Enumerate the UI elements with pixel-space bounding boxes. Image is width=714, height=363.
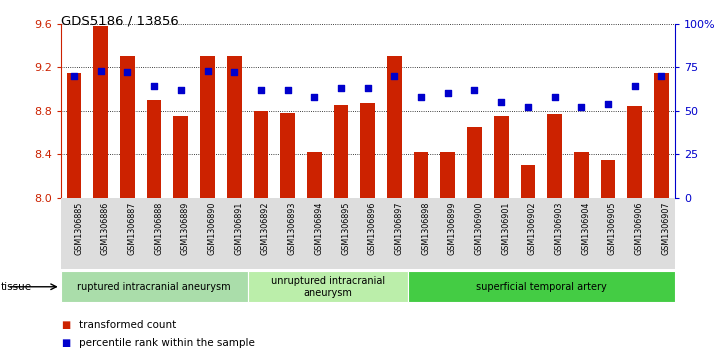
Point xyxy=(522,104,533,110)
Bar xyxy=(628,106,642,198)
Point xyxy=(282,87,293,93)
Point xyxy=(95,68,106,74)
Text: GSM1306891: GSM1306891 xyxy=(234,201,243,255)
Text: GSM1306890: GSM1306890 xyxy=(208,201,216,255)
Point xyxy=(175,87,186,93)
Text: GSM1306904: GSM1306904 xyxy=(581,201,590,255)
Bar xyxy=(200,56,215,198)
Bar xyxy=(66,73,81,198)
Text: GSM1306894: GSM1306894 xyxy=(314,201,323,255)
Bar xyxy=(253,111,268,198)
Point xyxy=(308,94,320,100)
Text: GSM1306905: GSM1306905 xyxy=(608,201,617,255)
Point xyxy=(149,83,160,89)
Bar xyxy=(307,152,322,198)
Point xyxy=(442,90,453,96)
Text: GSM1306897: GSM1306897 xyxy=(394,201,403,255)
Text: GSM1306892: GSM1306892 xyxy=(261,201,270,255)
Text: GSM1306889: GSM1306889 xyxy=(181,201,190,255)
Text: GSM1306901: GSM1306901 xyxy=(501,201,511,255)
Point xyxy=(603,101,614,107)
Point xyxy=(228,69,240,75)
Bar xyxy=(333,105,348,198)
Bar xyxy=(361,103,375,198)
Text: GSM1306896: GSM1306896 xyxy=(368,201,377,255)
FancyBboxPatch shape xyxy=(248,271,408,302)
Point xyxy=(255,87,266,93)
Bar xyxy=(174,116,188,198)
Bar xyxy=(494,116,508,198)
Text: ■: ■ xyxy=(61,338,70,348)
Bar xyxy=(227,56,241,198)
Point xyxy=(575,104,587,110)
Text: GSM1306888: GSM1306888 xyxy=(154,201,163,254)
Bar xyxy=(654,73,669,198)
Bar xyxy=(387,56,402,198)
Bar xyxy=(281,113,295,198)
Point xyxy=(121,69,133,75)
Point xyxy=(416,94,427,100)
FancyBboxPatch shape xyxy=(61,271,248,302)
Text: GSM1306893: GSM1306893 xyxy=(288,201,296,255)
Text: GSM1306900: GSM1306900 xyxy=(475,201,483,255)
Point xyxy=(655,73,667,79)
Bar xyxy=(600,160,615,198)
Point xyxy=(69,73,80,79)
Text: GSM1306886: GSM1306886 xyxy=(101,201,110,254)
Bar xyxy=(413,152,428,198)
Text: GSM1306885: GSM1306885 xyxy=(74,201,83,255)
Bar xyxy=(94,26,108,198)
Bar xyxy=(441,152,455,198)
Point xyxy=(362,85,373,91)
Text: ■: ■ xyxy=(61,320,70,330)
Bar xyxy=(521,165,536,198)
Point xyxy=(202,68,213,74)
Text: transformed count: transformed count xyxy=(79,320,176,330)
Point xyxy=(549,94,560,100)
Point xyxy=(336,85,347,91)
Bar xyxy=(147,100,161,198)
Text: ruptured intracranial aneurysm: ruptured intracranial aneurysm xyxy=(77,282,231,292)
Bar xyxy=(547,114,562,198)
FancyBboxPatch shape xyxy=(408,271,675,302)
Text: unruptured intracranial
aneurysm: unruptured intracranial aneurysm xyxy=(271,276,385,298)
Text: superficial temporal artery: superficial temporal artery xyxy=(476,282,607,292)
Bar xyxy=(120,56,135,198)
Text: GDS5186 / 13856: GDS5186 / 13856 xyxy=(61,15,178,28)
Text: GSM1306899: GSM1306899 xyxy=(448,201,457,255)
Text: GSM1306887: GSM1306887 xyxy=(127,201,136,255)
Bar xyxy=(574,152,588,198)
Text: GSM1306907: GSM1306907 xyxy=(661,201,670,255)
Point xyxy=(496,99,507,105)
Bar xyxy=(467,127,482,198)
Point xyxy=(469,87,481,93)
Text: GSM1306906: GSM1306906 xyxy=(635,201,644,255)
Point xyxy=(629,83,640,89)
Text: percentile rank within the sample: percentile rank within the sample xyxy=(79,338,254,348)
Text: GSM1306898: GSM1306898 xyxy=(421,201,430,255)
Text: GSM1306895: GSM1306895 xyxy=(341,201,350,255)
Text: GSM1306903: GSM1306903 xyxy=(555,201,563,255)
Text: GSM1306902: GSM1306902 xyxy=(528,201,537,255)
Point xyxy=(388,73,400,79)
Text: tissue: tissue xyxy=(1,282,32,292)
